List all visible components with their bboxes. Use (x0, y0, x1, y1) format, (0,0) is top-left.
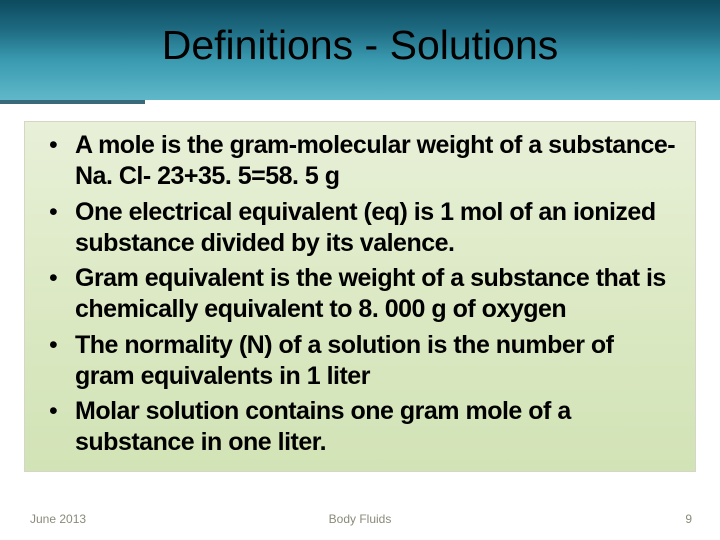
bullet-item: A mole is the gram-molecular weight of a… (41, 130, 679, 193)
page-number: 9 (685, 512, 692, 526)
bullet-list: A mole is the gram-molecular weight of a… (41, 130, 679, 459)
bullet-item: Molar solution contains one gram mole of… (41, 396, 679, 459)
slide-title: Definitions - Solutions (0, 22, 720, 69)
content-box: A mole is the gram-molecular weight of a… (24, 121, 696, 472)
slide: Definitions - Solutions A mole is the gr… (0, 0, 720, 540)
footer-title: Body Fluids (0, 512, 720, 526)
bullet-item: The normality (N) of a solution is the n… (41, 330, 679, 393)
title-underline (0, 100, 145, 104)
bullet-item: One electrical equivalent (eq) is 1 mol … (41, 197, 679, 260)
footer: June 2013 Body Fluids 9 (0, 506, 720, 526)
bullet-item: Gram equivalent is the weight of a subst… (41, 263, 679, 326)
